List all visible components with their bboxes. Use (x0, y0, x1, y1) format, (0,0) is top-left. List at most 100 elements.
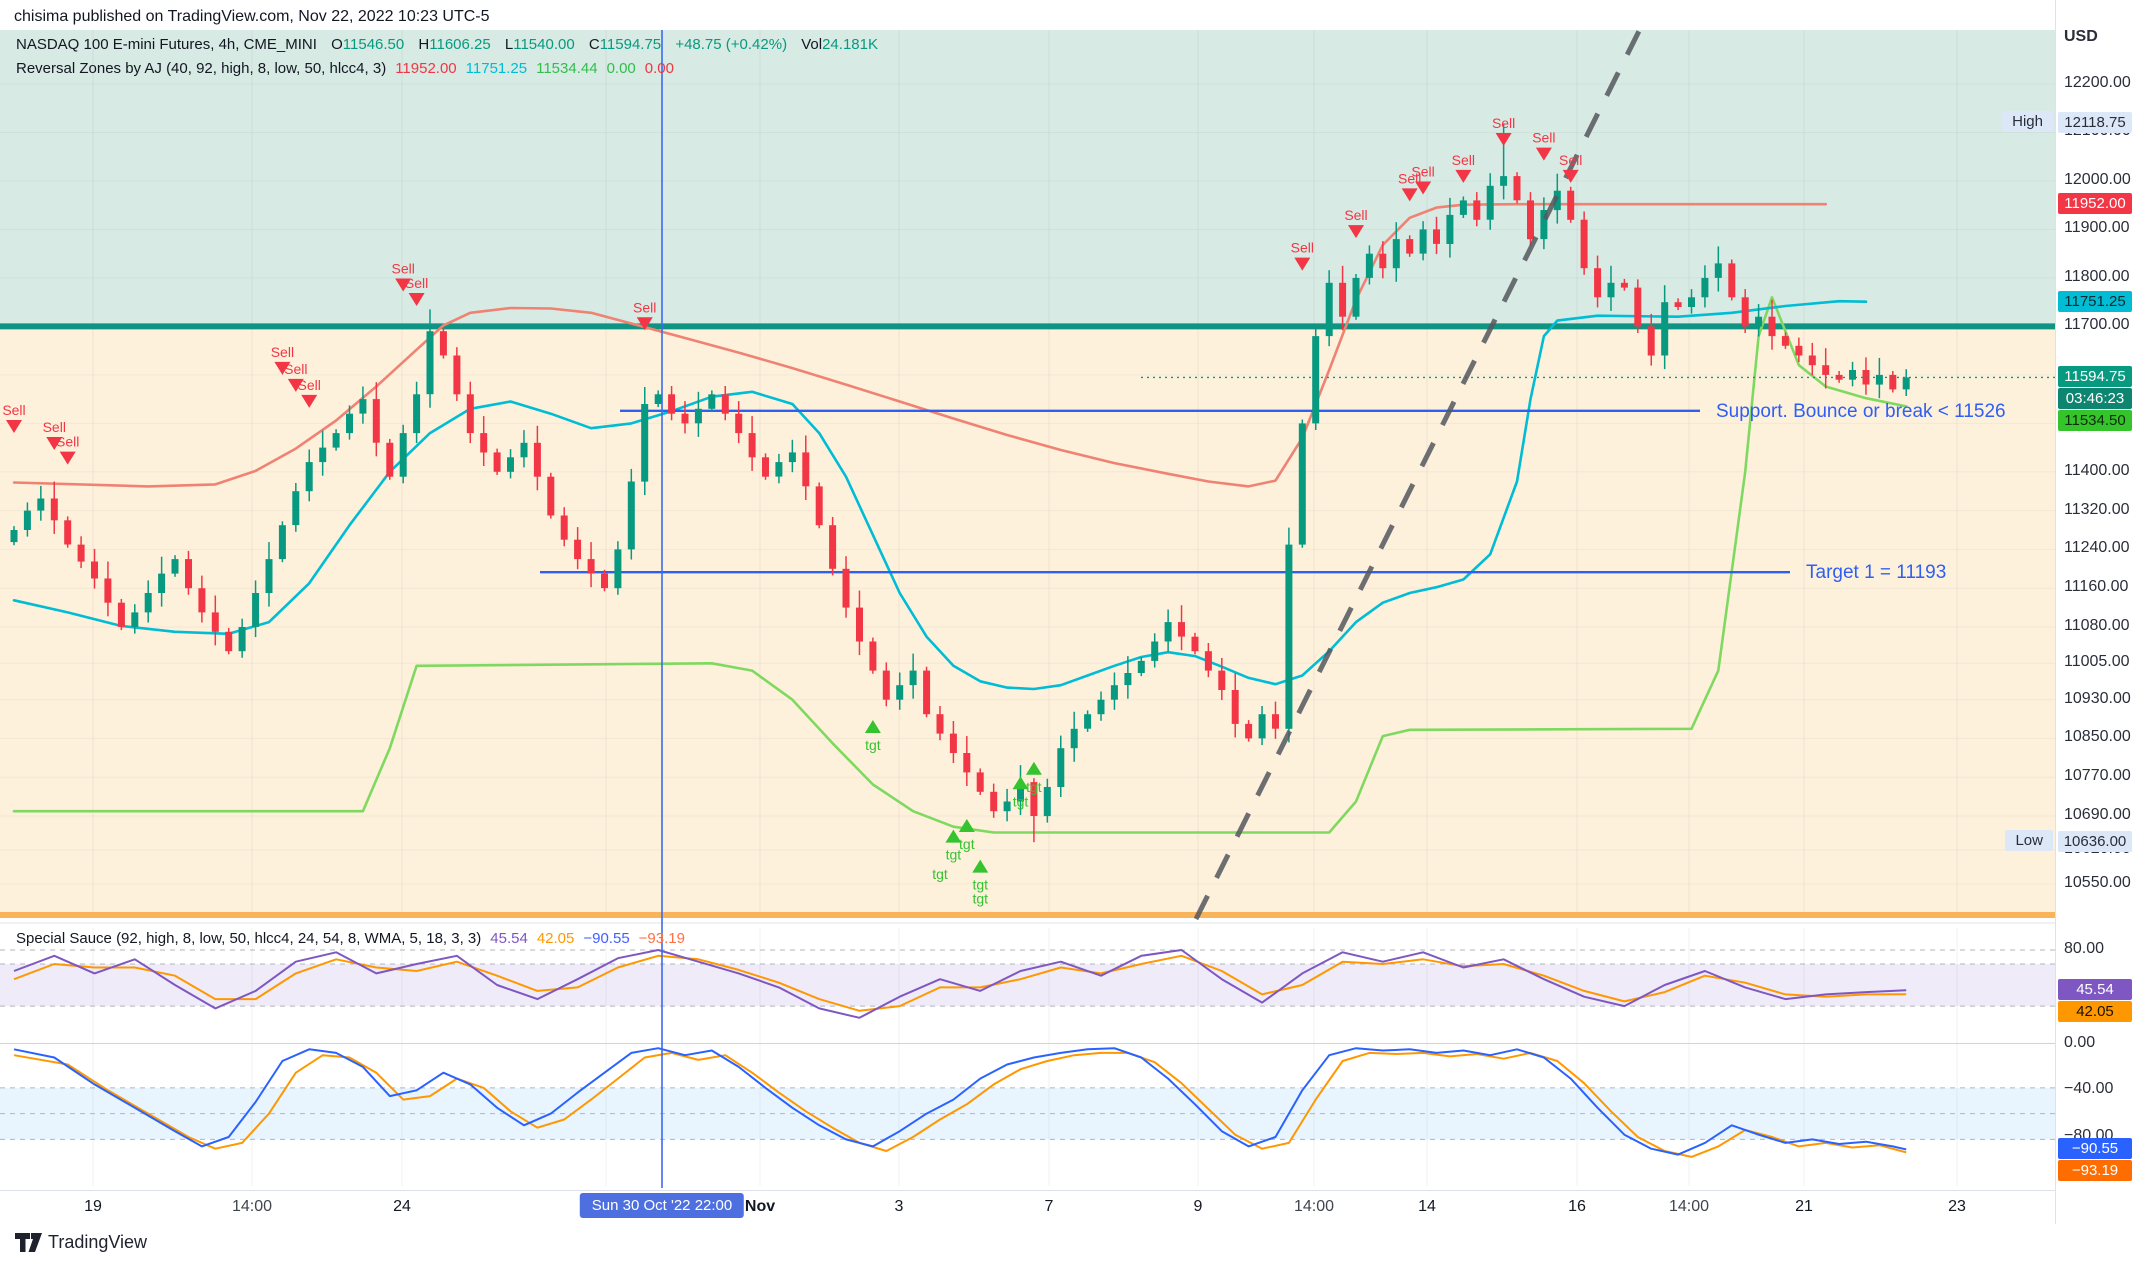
price-tick: 11005.00 (2064, 653, 2130, 670)
price-tick: 11080.00 (2064, 617, 2130, 634)
svg-text:Sell: Sell (1344, 207, 1367, 223)
candlestick-series[interactable] (10, 123, 1910, 843)
symbol-title[interactable]: NASDAQ 100 E-mini Futures, 4h, CME_MINI (16, 36, 317, 53)
time-label: 19 (84, 1198, 102, 1215)
price-tick: 11240.00 (2064, 539, 2130, 556)
svg-text:Sell: Sell (56, 434, 79, 450)
svg-text:Sell: Sell (2, 402, 25, 418)
svg-text:Sell: Sell (392, 260, 415, 276)
mid-zone-price-badge: 11751.25 (2058, 291, 2132, 312)
svg-text:Sell: Sell (298, 377, 321, 393)
time-label: 3 (894, 1198, 904, 1215)
time-label: 16 (1568, 1198, 1586, 1215)
time-label: 14:00 (1668, 1198, 1710, 1215)
ohlc-high-label: H (418, 36, 430, 53)
time-label: 14:00 (231, 1198, 273, 1215)
svg-text:Sell: Sell (405, 275, 428, 291)
price-tick: 10850.00 (2064, 728, 2131, 745)
osc-orange-lower-line[interactable] (13, 1051, 1907, 1158)
osc-tick: 80.00 (2064, 940, 2105, 957)
volume-label: Vol (801, 36, 823, 53)
symbol-legend[interactable]: NASDAQ 100 E-mini Futures, 4h, CME_MINI … (16, 36, 878, 53)
ohlc-low-label: L (504, 36, 514, 53)
svg-text:Sell: Sell (633, 299, 656, 315)
time-label: 7 (1044, 1198, 1054, 1215)
price-tick: 11800.00 (2064, 268, 2130, 285)
time-label: 21 (1795, 1198, 1813, 1215)
time-label: 9 (1193, 1198, 1203, 1215)
price-tick: 12000.00 (2064, 171, 2131, 188)
price-tick: 11400.00 (2064, 462, 2130, 479)
lower-zone-price-badge: 11534.50 (2058, 410, 2132, 431)
osc-blue-line[interactable] (13, 1047, 1907, 1156)
change-value: +48.75 (+0.42%) (675, 36, 788, 53)
price-tick: 11160.00 (2064, 578, 2129, 595)
price-tick: 11900.00 (2064, 219, 2130, 236)
svg-text:Sell: Sell (1492, 115, 1515, 131)
publish-info: chisima published on TradingView.com, No… (14, 8, 490, 25)
osc-blue-badge: −90.55 (2058, 1138, 2132, 1159)
reversal-zones-legend[interactable]: Reversal Zones by AJ (40, 92, high, 8, l… (16, 60, 674, 77)
ohlc-open-value: 11546.50 (342, 36, 405, 53)
osc-orange-upper-badge: 42.05 (2058, 1001, 2132, 1022)
osc-orange-upper-line[interactable] (13, 954, 1907, 1012)
low-label-chip: Low (2005, 830, 2053, 851)
svg-text:tgt: tgt (1013, 793, 1029, 809)
svg-text:tgt: tgt (1026, 779, 1042, 795)
osc-tick: −40.00 (2064, 1080, 2114, 1097)
svg-text:Sell: Sell (1559, 152, 1582, 168)
reversal-lower-line[interactable] (12, 295, 1908, 834)
time-label: 14:00 (1293, 1198, 1335, 1215)
high-label-chip: High (2002, 111, 2053, 132)
reversal-upper-line[interactable] (12, 202, 1827, 488)
volume-value: 24.181K (822, 36, 878, 53)
osc-purple-badge: 45.54 (2058, 979, 2132, 1000)
upper-reversal-zone (0, 30, 2055, 327)
svg-text:tgt: tgt (959, 836, 975, 852)
ohlc-close-label: C (588, 36, 600, 53)
reversal-zones-value-2: 11534.44 (536, 60, 598, 77)
footer-brand: TradingView (48, 1232, 148, 1252)
special-sauce-value-3: −93.19 (638, 930, 685, 947)
reversal-zones-value-4: 0.00 (644, 60, 674, 77)
special-sauce-title[interactable]: Special Sauce (92, high, 8, low, 50, hlc… (16, 930, 482, 947)
special-sauce-value-2: −90.55 (583, 930, 630, 947)
price-axis[interactable]: USD12200.0012100.0012000.0011900.0011800… (2055, 0, 2135, 1224)
pane-bottom-orange-line (0, 912, 2055, 918)
low-price-badge: 10636.00 (2058, 831, 2132, 852)
reversal-zones-value-1: 11751.25 (465, 60, 528, 77)
price-tick: 11320.00 (2064, 501, 2130, 518)
osc-orange-lower-badge: −93.19 (2058, 1160, 2132, 1181)
price-tick: 10930.00 (2064, 690, 2131, 707)
lower-reversal-zone (0, 326, 2055, 918)
svg-text:Sell: Sell (1532, 130, 1555, 146)
svg-text:Sell: Sell (1398, 170, 1421, 186)
time-label: Nov (744, 1198, 776, 1215)
special-sauce-value-0: 45.54 (490, 930, 528, 947)
price-tick: 11700.00 (2064, 316, 2130, 333)
svg-text:Sell: Sell (1291, 240, 1314, 256)
svg-text:Sell: Sell (271, 344, 294, 360)
reversal-mid-line[interactable] (12, 299, 1868, 691)
target-line-label[interactable]: Target 1 = 11193 (1806, 562, 1946, 583)
svg-text:Sell: Sell (1452, 152, 1475, 168)
reversal-zones-title[interactable]: Reversal Zones by AJ (40, 92, high, 8, l… (16, 60, 387, 77)
chart-canvas[interactable]: Support. Bounce or break < 11526 Target 1… (0, 0, 2055, 1261)
svg-text:tgt: tgt (972, 890, 988, 906)
high-price-badge: 12118.75 (2058, 112, 2132, 133)
crosshair-time-badge: Sun 30 Oct '22 22:00 (579, 1193, 745, 1218)
countdown-badge: 03:46:23 (2058, 388, 2132, 409)
price-tick: 10770.00 (2064, 767, 2131, 784)
svg-text:tgt: tgt (865, 737, 881, 753)
sell-signal-markers[interactable]: SellSellSellSellSellSellSellSellSellSell… (2, 115, 1582, 465)
osc-purple-line[interactable] (13, 949, 1907, 1019)
support-line-label[interactable]: Support. Bounce or break < 11526 (1716, 401, 2006, 422)
time-label: 14 (1418, 1198, 1436, 1215)
footer: TradingView (0, 1224, 2135, 1261)
ohlc-open-label: O (331, 36, 343, 53)
special-sauce-legend[interactable]: Special Sauce (92, high, 8, low, 50, hlc… (16, 930, 685, 947)
reversal-zones-value-3: 0.00 (606, 60, 636, 77)
